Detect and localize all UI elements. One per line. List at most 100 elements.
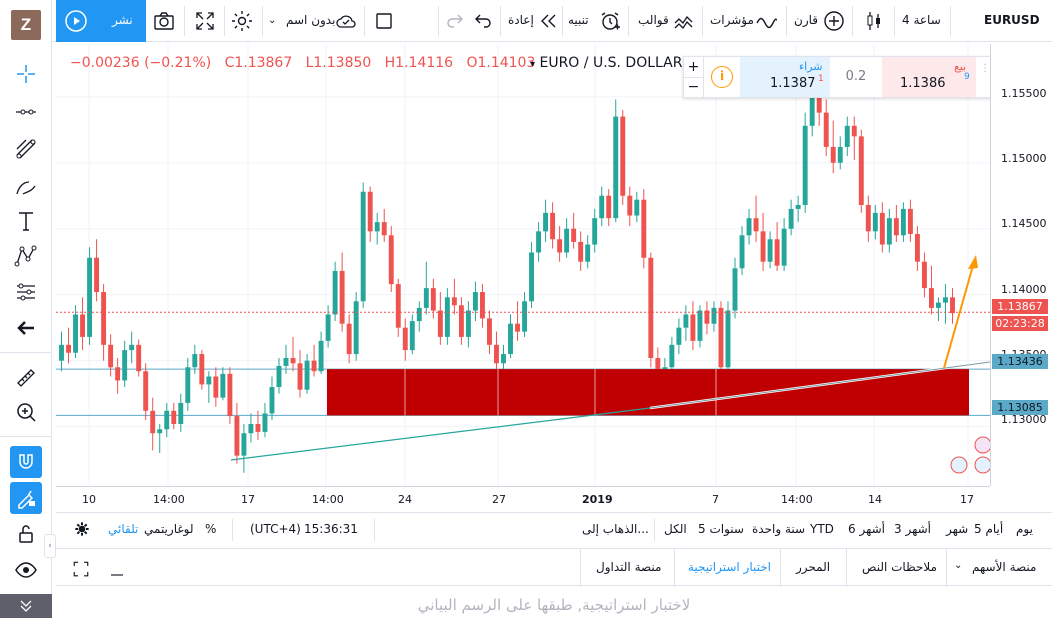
minimize-icon[interactable] [108,560,126,578]
candle-body [129,344,135,351]
lock-drawings-icon[interactable] [10,482,42,514]
range-5d[interactable]: 5 أيام [974,522,1004,536]
candle-body [353,301,359,355]
log-scale-toggle[interactable]: لوغاريتمي [144,522,194,536]
magnet-icon[interactable] [10,446,42,478]
candle-body [536,231,542,253]
layout-name[interactable]: بدون اسم [286,13,336,27]
crosshair-icon[interactable] [10,58,42,90]
candle-body [529,252,535,302]
compare-button[interactable]: قارن [794,13,818,27]
sell-button[interactable]: بيع 1.1386 9 [882,57,976,97]
trend-line-icon[interactable] [10,96,42,128]
tab-trading-panel[interactable]: منصة التداول [596,560,662,574]
bar-countdown-badge: 02:23:28 [992,316,1048,331]
last-price-badge: 1.13867 [992,299,1048,314]
candle-body [479,292,485,319]
interval-selector[interactable]: 4 ساعة [902,13,941,27]
range-5y[interactable]: 5 سنوات [698,522,744,536]
info-icon[interactable]: i [711,66,733,88]
publish-button[interactable]: نشر [56,0,146,42]
candle-body [844,125,850,147]
pattern-tool-icon[interactable] [10,240,42,272]
candle-body [802,125,808,205]
zoom-in-icon[interactable] [10,396,42,428]
time-axis[interactable]: 10 14:00 17 14:00 24 27 2019 7 14:00 14 … [56,486,990,512]
collapse-toolbar-button[interactable] [0,594,52,618]
candles-icon[interactable] [862,9,886,33]
candle-body [339,270,345,324]
fib-tool-icon[interactable] [10,133,42,165]
range-1y[interactable]: سنة واحدة [752,522,806,536]
alarm-clock-icon [601,12,620,30]
ohlc-legend: −0.00236 (−0.21%) C1.13867 L1.13850 H1.1… [70,55,535,71]
range-1m[interactable]: شهر [946,522,969,536]
chevron-down-icon[interactable]: ⌄ [268,15,277,26]
range-ytd[interactable]: YTD [810,522,834,536]
candle-body [388,235,394,285]
price-tick: 1.14500 [1001,217,1047,230]
maximize-icon[interactable] [72,560,90,578]
prediction-tool-icon[interactable] [10,276,42,308]
indicators-icon [756,17,778,29]
tab-strategy-tester[interactable]: اختبار استراتيجية [688,560,771,574]
ruler-icon[interactable] [10,362,42,394]
range-1d[interactable]: يوم [1016,522,1033,536]
gear-icon[interactable] [74,521,90,537]
square-icon[interactable] [372,9,396,33]
chevron-down-icon[interactable]: ⌄ [954,560,963,571]
tab-editor[interactable]: المحرر [796,560,831,574]
candle-body [451,297,457,306]
undo-icon[interactable] [470,9,494,33]
text-tool-icon[interactable] [10,205,42,237]
eye-icon[interactable] [10,554,42,586]
symbol-search[interactable]: EURUSD [984,13,1040,27]
candle-body [893,218,899,236]
candle-body [599,195,605,219]
time-tick: 2019 [582,493,613,506]
gear-icon[interactable] [230,9,254,33]
percent-scale-toggle[interactable]: % [205,522,217,536]
replay-button[interactable]: إعادة [508,13,534,27]
redo-icon[interactable] [444,9,468,33]
close-value: C1.13867 [224,55,293,71]
timezone-label[interactable]: (UTC+4) [250,522,301,536]
candle-body [171,410,177,424]
back-arrow-icon[interactable] [10,312,42,344]
candle-body [928,288,934,308]
range-3m[interactable]: 3 أشهر [894,522,931,536]
indicators-button[interactable]: مؤشرات [710,13,754,27]
candle-body [192,354,198,368]
goto-date-button[interactable]: الذهاب إلى... [582,522,649,536]
range-all[interactable]: الكل [664,522,687,536]
price-tick: 1.13500 [1001,348,1047,354]
candle-body [248,423,254,434]
minus-button[interactable]: − [684,78,704,98]
candle-body [241,433,247,456]
buy-button[interactable]: شراء 1.1387 1 [740,57,830,97]
tab-stock-screener[interactable]: منصة الأسهم [972,560,1037,574]
trend-line [230,407,651,461]
price-axis[interactable]: 1.15500 1.15000 1.14500 1.14000 1.13500 … [990,44,1052,486]
symbol-title[interactable]: ▾ EURO / U.S. DOLLAR [530,55,682,71]
auto-scale-toggle[interactable]: تلقائي [108,522,139,536]
templates-button[interactable]: قوالب [638,13,669,27]
plus-button[interactable]: + [684,57,704,78]
collapse-panel-button[interactable]: ‹ [44,534,56,558]
alert-button[interactable]: تنبيه [568,13,589,27]
camera-icon[interactable] [152,9,176,33]
candle-body [886,218,892,245]
brush-icon[interactable] [10,170,42,202]
candle-body [276,365,282,388]
price-chart[interactable] [56,44,990,486]
app-logo[interactable]: Z [11,10,41,40]
fullscreen-icon[interactable] [193,9,217,33]
candle-body [858,136,864,205]
candle-body [550,212,556,240]
cloud-save-icon[interactable] [334,9,358,33]
candle-body [487,318,492,345]
unlock-icon[interactable] [10,518,42,550]
tab-text-notes[interactable]: ملاحظات النص [862,560,937,574]
range-6m[interactable]: 6 أشهر [848,522,885,536]
candle-body [543,212,549,232]
